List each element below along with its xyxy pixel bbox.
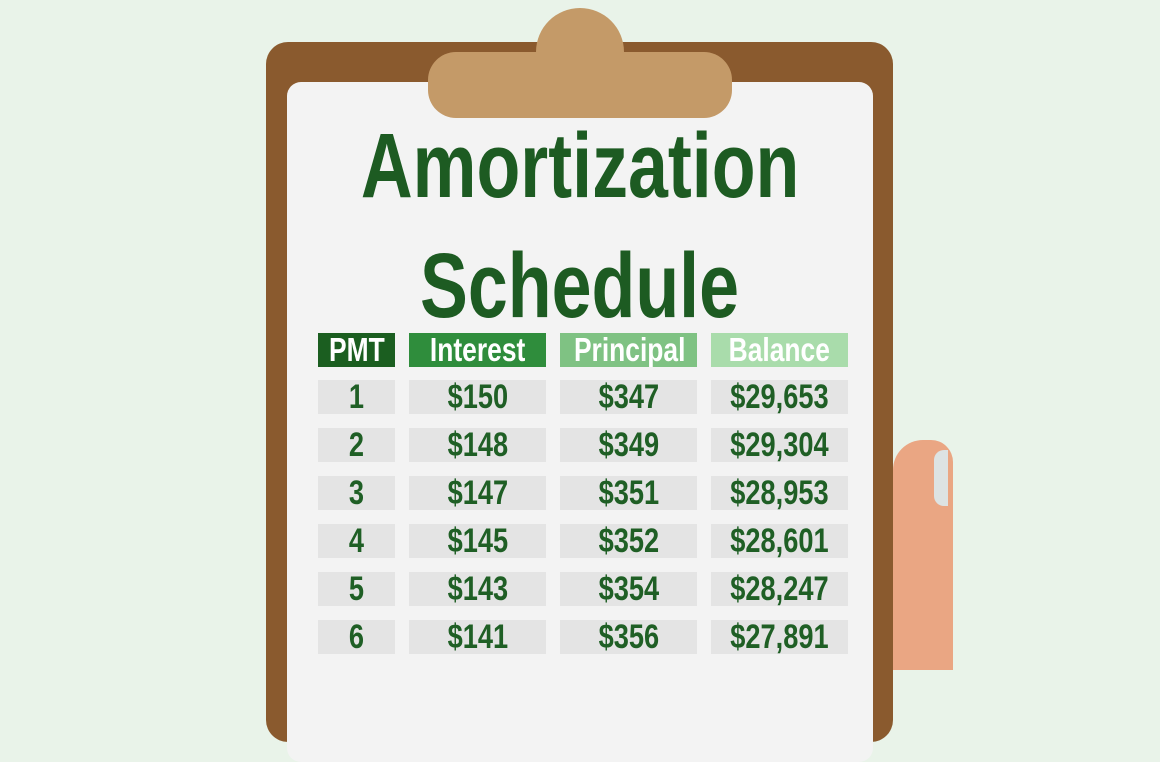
- cell-value: 2: [348, 428, 365, 462]
- cell-balance: $29,304: [711, 428, 848, 462]
- cell-value: $29,653: [730, 380, 829, 414]
- cell-interest: $147: [409, 476, 546, 510]
- cell-interest: $141: [409, 620, 546, 654]
- header-label: Interest: [429, 333, 526, 367]
- title-line-2: Schedule: [287, 240, 873, 332]
- title-line-1: Amortization: [287, 120, 873, 212]
- clip-bar: [428, 52, 732, 118]
- cell-pmt: 5: [318, 572, 395, 606]
- cell-principal: $347: [560, 380, 697, 414]
- header-label: Principal: [573, 333, 686, 367]
- cell-principal: $349: [560, 428, 697, 462]
- cell-value: $148: [447, 428, 508, 462]
- cell-value: $141: [447, 620, 508, 654]
- cell-pmt: 1: [318, 380, 395, 414]
- cell-interest: $150: [409, 380, 546, 414]
- cell-value: 1: [348, 380, 365, 414]
- cell-value: $28,247: [730, 572, 829, 606]
- cell-value: $354: [598, 572, 659, 606]
- cell-value: 3: [348, 476, 365, 510]
- cell-value: $352: [598, 524, 659, 558]
- cell-interest: $145: [409, 524, 546, 558]
- header-interest: Interest: [409, 333, 546, 367]
- cell-value: $147: [447, 476, 508, 510]
- cell-pmt: 6: [318, 620, 395, 654]
- cell-value: 5: [348, 572, 365, 606]
- cell-pmt: 4: [318, 524, 395, 558]
- cell-principal: $352: [560, 524, 697, 558]
- cell-value: $347: [598, 380, 659, 414]
- cell-value: 4: [348, 524, 365, 558]
- cell-value: $349: [598, 428, 659, 462]
- header-principal: Principal: [560, 333, 697, 367]
- cell-value: 6: [348, 620, 365, 654]
- cell-value: $143: [447, 572, 508, 606]
- cell-balance: $29,653: [711, 380, 848, 414]
- cell-pmt: 3: [318, 476, 395, 510]
- header-balance: Balance: [711, 333, 848, 367]
- cell-principal: $354: [560, 572, 697, 606]
- thumbnail-illustration: [934, 450, 948, 506]
- header-label: Balance: [728, 333, 831, 367]
- cell-principal: $356: [560, 620, 697, 654]
- header-pmt: PMT: [318, 333, 395, 367]
- cell-balance: $28,247: [711, 572, 848, 606]
- cell-value: $356: [598, 620, 659, 654]
- cell-value: $150: [447, 380, 508, 414]
- cell-pmt: 2: [318, 428, 395, 462]
- title-text-2: Schedule: [420, 235, 740, 337]
- cell-interest: $148: [409, 428, 546, 462]
- cell-balance: $28,953: [711, 476, 848, 510]
- cell-interest: $143: [409, 572, 546, 606]
- cell-balance: $27,891: [711, 620, 848, 654]
- cell-value: $351: [598, 476, 659, 510]
- cell-value: $27,891: [730, 620, 829, 654]
- cell-value: $145: [447, 524, 508, 558]
- cell-value: $29,304: [730, 428, 829, 462]
- cell-value: $28,953: [730, 476, 829, 510]
- header-label: PMT: [328, 333, 385, 367]
- title-text-1: Amortization: [360, 115, 800, 217]
- cell-principal: $351: [560, 476, 697, 510]
- cell-balance: $28,601: [711, 524, 848, 558]
- cell-value: $28,601: [730, 524, 829, 558]
